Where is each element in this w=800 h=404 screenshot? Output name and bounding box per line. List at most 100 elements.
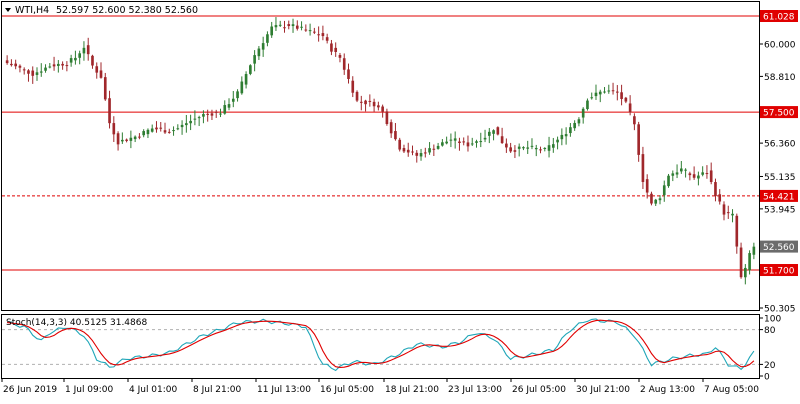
candle-body xyxy=(227,104,231,108)
candle xyxy=(492,129,495,141)
candle-body xyxy=(419,153,423,157)
candle xyxy=(219,108,222,118)
candle-body xyxy=(185,123,188,126)
candle xyxy=(313,27,316,35)
candle xyxy=(146,128,150,139)
time-tick-label: 4 Jul 01:00 xyxy=(129,385,178,395)
candle xyxy=(206,109,210,122)
candle-body xyxy=(31,70,35,76)
candle xyxy=(48,63,52,69)
candle-body xyxy=(236,91,239,99)
candle xyxy=(509,142,512,153)
candle-body xyxy=(662,185,666,196)
candle xyxy=(142,129,146,138)
candle-body xyxy=(202,114,205,117)
candle xyxy=(406,142,410,157)
candle xyxy=(573,120,576,131)
candle-body xyxy=(44,67,47,71)
candle-body xyxy=(22,69,26,71)
candle-body xyxy=(155,127,158,130)
candle-body xyxy=(27,70,30,74)
time-tick-label: 16 Jul 05:00 xyxy=(320,385,374,395)
candle-body xyxy=(722,204,726,215)
candle-body xyxy=(500,136,504,144)
candle xyxy=(176,124,180,131)
candle xyxy=(236,89,239,102)
candle-body xyxy=(261,43,265,50)
candle-body xyxy=(95,66,99,73)
candle-body xyxy=(547,145,551,151)
candle xyxy=(65,61,69,72)
candle xyxy=(82,41,86,61)
candle xyxy=(18,64,22,73)
candle xyxy=(35,67,39,81)
candle xyxy=(586,98,589,111)
candle xyxy=(650,191,653,206)
candle-body xyxy=(180,124,184,128)
candle-body xyxy=(709,170,713,183)
candle xyxy=(300,21,303,31)
candle-body xyxy=(671,173,675,176)
candle xyxy=(615,85,619,101)
candle xyxy=(598,89,602,103)
candle xyxy=(150,124,154,133)
candle xyxy=(739,242,743,279)
candle-body xyxy=(701,172,704,175)
candle xyxy=(359,95,363,111)
candle xyxy=(257,46,261,60)
candle-body xyxy=(223,105,227,114)
candle-body xyxy=(449,139,453,141)
candle-body xyxy=(534,147,538,150)
candle xyxy=(496,126,500,136)
level-price-box xyxy=(760,10,798,22)
candle-body xyxy=(560,134,564,140)
candle-body xyxy=(74,57,77,61)
candle-body xyxy=(91,55,94,66)
candle-body xyxy=(48,66,52,68)
indicator-tick-label: 100 xyxy=(764,315,781,325)
candle xyxy=(103,72,107,101)
time-tick-label: 26 Jun 2019 xyxy=(3,385,57,395)
candle-body xyxy=(586,100,589,110)
candle xyxy=(61,61,64,70)
candle-body xyxy=(394,131,397,140)
price-tick-label: 58.810 xyxy=(764,73,796,83)
candle xyxy=(227,98,231,111)
level-price-box xyxy=(760,106,798,119)
candle-body xyxy=(680,168,683,172)
candle xyxy=(564,127,568,145)
candle-body xyxy=(197,117,201,119)
candle-body xyxy=(61,63,64,66)
candle-body xyxy=(10,63,13,66)
candle xyxy=(44,64,47,73)
candle-body xyxy=(240,81,244,94)
main-plot-frame xyxy=(1,1,760,311)
symbol-label: WTI,H4 xyxy=(15,5,49,16)
candle-body xyxy=(432,148,436,150)
candle-body xyxy=(748,253,751,271)
candle-body xyxy=(351,80,355,93)
candle-body xyxy=(735,215,739,247)
candle xyxy=(483,129,487,143)
price-axis: 61.028 60.000 58.810 57.500 56.360 55.135 53.9… xyxy=(759,10,798,315)
collapse-triangle-icon[interactable] xyxy=(5,8,11,12)
ohlc-values: 52.597 52.600 52.380 52.560 xyxy=(56,5,198,16)
candle-body xyxy=(428,148,431,153)
candle-body xyxy=(338,54,342,58)
candle xyxy=(569,123,572,137)
candle xyxy=(74,50,77,65)
candle xyxy=(78,50,81,65)
candle xyxy=(744,264,747,285)
candle xyxy=(95,62,99,79)
candle-body xyxy=(513,150,517,152)
time-tick-label: 8 Jul 21:00 xyxy=(193,385,242,395)
candle xyxy=(189,114,192,131)
candle-body xyxy=(692,174,696,178)
candle-body xyxy=(295,25,299,29)
candle-body xyxy=(594,92,598,97)
level-price-label: 61.028 xyxy=(763,13,795,23)
candle xyxy=(530,138,534,150)
candle-body xyxy=(551,144,555,148)
candle xyxy=(551,137,555,153)
